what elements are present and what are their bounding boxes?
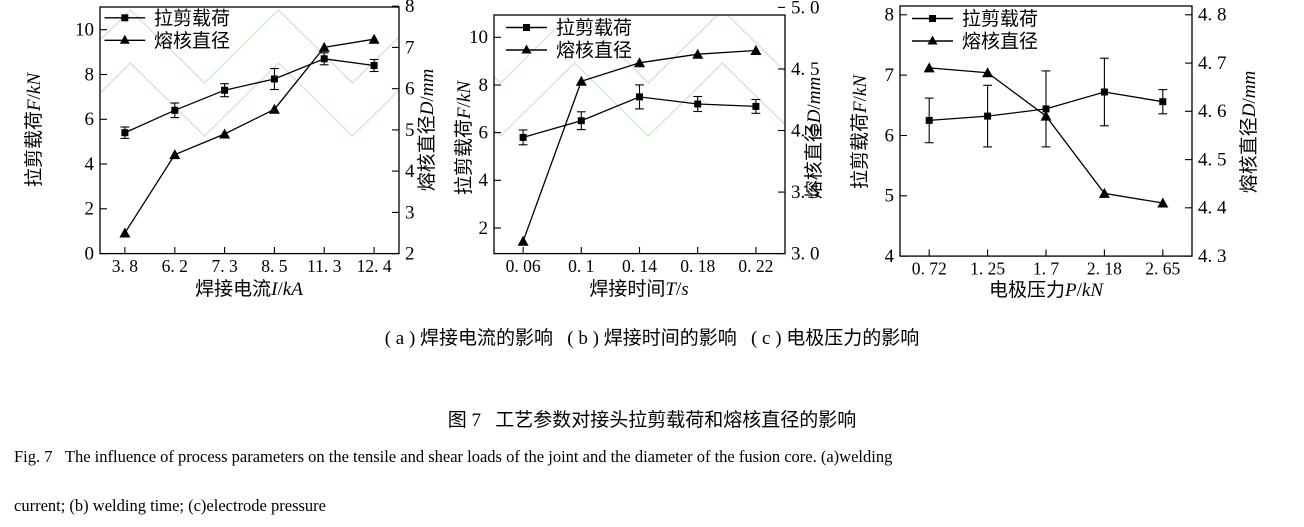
svg-text:2. 65: 2. 65 bbox=[1145, 259, 1180, 279]
svg-text:电极压力P/kN: 电极压力P/kN bbox=[989, 279, 1104, 300]
svg-text:熔核直径: 熔核直径 bbox=[962, 31, 1038, 53]
svg-text:4. 8: 4. 8 bbox=[1198, 5, 1227, 26]
svg-text:拉剪载荷: 拉剪载荷 bbox=[962, 8, 1038, 30]
svg-text:6: 6 bbox=[885, 125, 895, 146]
svg-text:熔核直径D/mm: 熔核直径D/mm bbox=[1238, 71, 1260, 193]
svg-text:4: 4 bbox=[885, 246, 895, 267]
svg-text:5: 5 bbox=[885, 186, 895, 207]
svg-text:1. 7: 1. 7 bbox=[1033, 259, 1060, 279]
svg-text:7: 7 bbox=[885, 65, 895, 86]
svg-text:4. 4: 4. 4 bbox=[1198, 198, 1227, 219]
svg-text:4. 5: 4. 5 bbox=[1198, 149, 1227, 170]
svg-text:8: 8 bbox=[885, 5, 895, 26]
svg-text:4. 3: 4. 3 bbox=[1198, 246, 1227, 267]
svg-text:1. 25: 1. 25 bbox=[970, 259, 1005, 279]
svg-text:4. 6: 4. 6 bbox=[1198, 101, 1227, 122]
svg-text:2. 18: 2. 18 bbox=[1087, 259, 1122, 279]
svg-text:拉剪载荷F/kN: 拉剪载荷F/kN bbox=[849, 74, 871, 189]
svg-text:4. 7: 4. 7 bbox=[1198, 53, 1227, 74]
svg-text:0. 72: 0. 72 bbox=[912, 259, 947, 279]
